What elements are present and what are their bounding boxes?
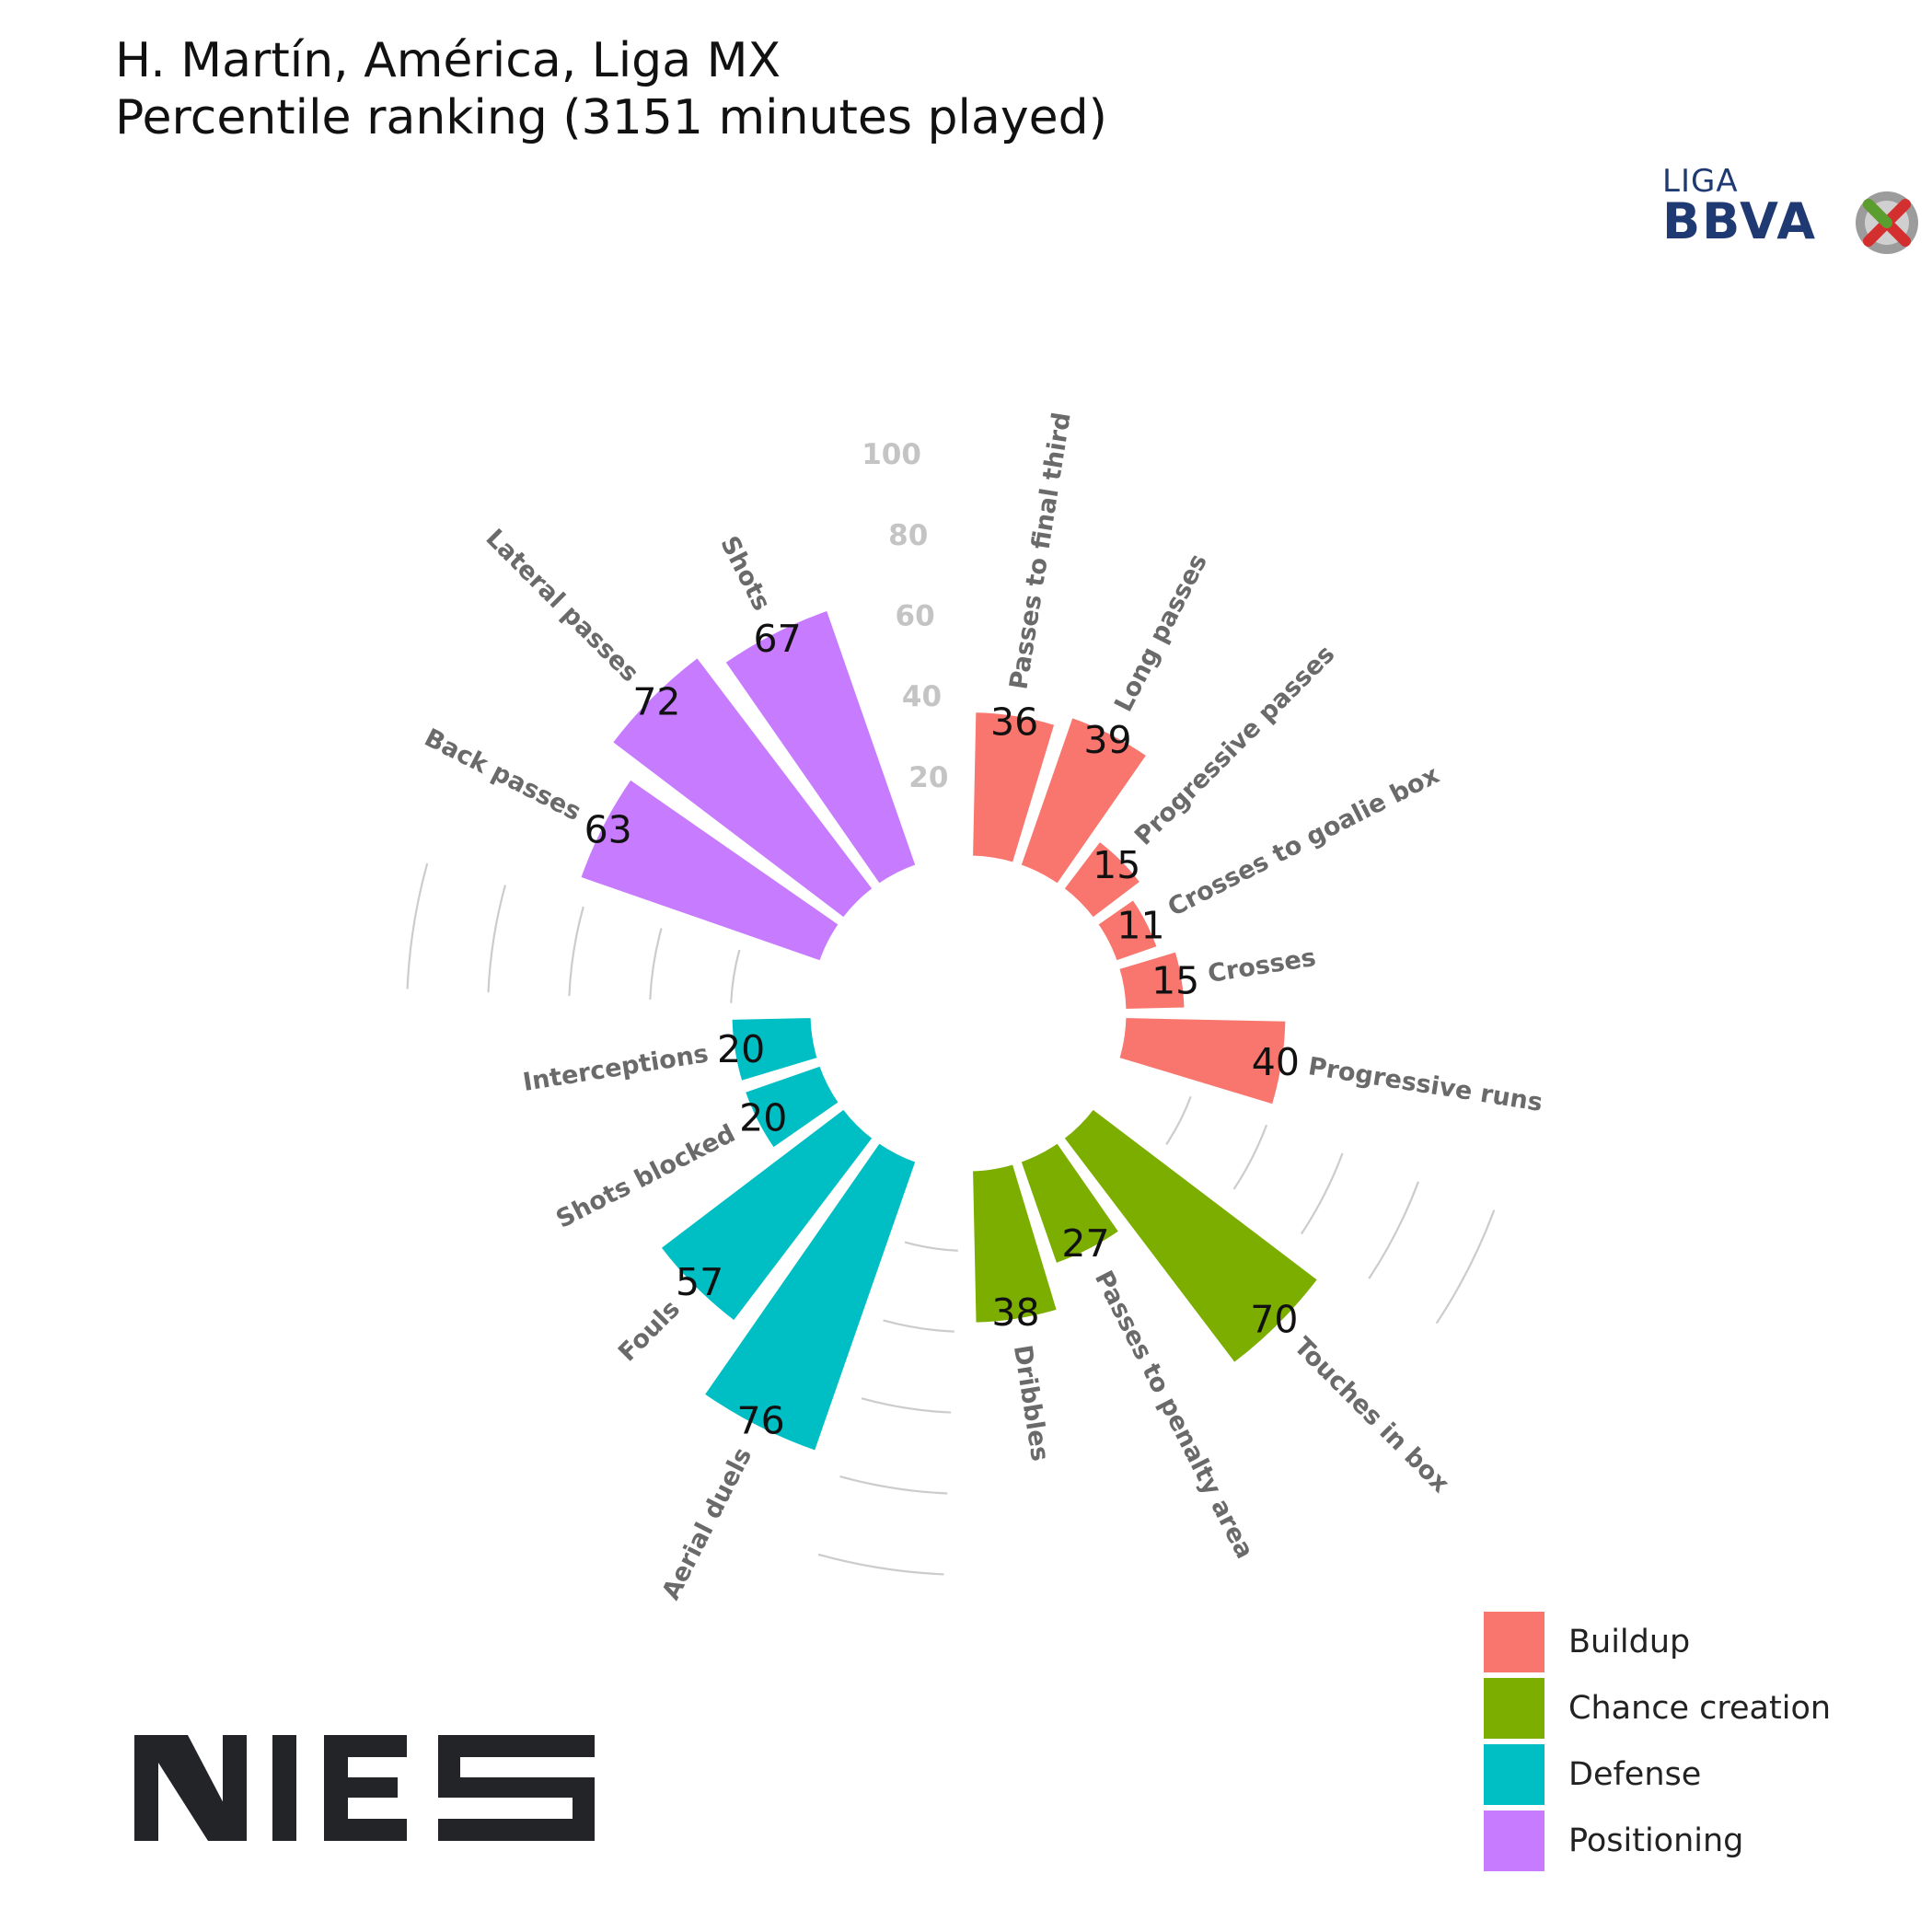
liga-mx-logo-icon: [1856, 191, 1918, 254]
value-label-passes-to-final-third: 36: [990, 700, 1038, 745]
bar-interceptions: [729, 1015, 821, 1084]
grid-arc: [904, 1241, 958, 1252]
category-label-long-passes: Long passes: [1109, 550, 1213, 716]
logo-liga-text: LIGA: [1662, 163, 1739, 200]
value-label-shots: 67: [754, 617, 802, 661]
category-label-shots: Shots: [714, 532, 776, 616]
value-label-fouls: 57: [676, 1260, 723, 1304]
liga-bbva-logo: LIGA BBVA: [1662, 166, 1817, 247]
bar-shots-blocked: [742, 1063, 842, 1151]
bar-touches-in-box: [1060, 1105, 1321, 1366]
category-label-progressive-runs: Progressive runs: [1306, 1052, 1544, 1117]
chart-title: H. Martín, América, Liga MX: [115, 33, 781, 88]
grid-arc: [568, 906, 584, 997]
value-label-back-passes: 63: [584, 808, 632, 852]
value-label-aerial-duels: 76: [737, 1398, 785, 1442]
grid-arc: [861, 1397, 952, 1414]
legend-swatch-positioning: [1484, 1811, 1544, 1871]
value-label-shots-blocked: 20: [739, 1095, 787, 1140]
category-label-crosses: Crosses: [1206, 943, 1318, 989]
bar-back-passes: [577, 776, 842, 964]
radial-tick-label: 20: [908, 761, 948, 794]
legend-item-buildup: Buildup: [1484, 1609, 1831, 1675]
legend-item-chance-creation: Chance creation: [1484, 1675, 1831, 1741]
category-label-dribbles: Dribbles: [1008, 1343, 1055, 1463]
grid-arcs: [406, 862, 1496, 1576]
legend-label: Defense: [1568, 1756, 1702, 1793]
legend-swatch-chance-creation: [1484, 1678, 1544, 1739]
bar-long-passes: [1018, 714, 1151, 887]
category-labels: Passes to final third Long passesProgress…: [420, 411, 1544, 1604]
value-label-crosses-to-goalie-box: 11: [1116, 903, 1164, 947]
legend-item-defense: Defense: [1484, 1741, 1831, 1808]
bar-shots: [722, 607, 920, 887]
grid-arc: [649, 928, 663, 1000]
legend-swatch-buildup: [1484, 1612, 1544, 1672]
category-label-fouls: Fouls: [613, 1295, 686, 1368]
grid-arc: [883, 1319, 954, 1333]
radial-tick-label: 80: [888, 519, 928, 552]
legend: Buildup Chance creation Defense Position…: [1484, 1609, 1831, 1874]
legend-label: Buildup: [1568, 1624, 1691, 1660]
grid-arc: [730, 949, 741, 1003]
bar-passes-to-penalty-area: [1018, 1140, 1122, 1267]
bar-lateral-passes: [609, 654, 876, 921]
legend-label: Chance creation: [1568, 1690, 1832, 1727]
value-label-progressive-passes: 15: [1093, 843, 1140, 887]
legend-swatch-defense: [1484, 1744, 1544, 1805]
grid-arc: [406, 862, 429, 989]
grid-arc: [839, 1475, 948, 1495]
category-label-passes-to-final-third: Passes to final third: [1004, 411, 1076, 691]
category-label-interceptions: Interceptions: [521, 1039, 711, 1096]
grid-arc: [1165, 1095, 1192, 1146]
chart-subtitle: Percentile ranking (3151 minutes played): [115, 90, 1107, 145]
value-labels: 36 39 15 11 15 40 70 27 38 76 57 20 20 63 72 67: [584, 617, 1300, 1442]
bar-fouls: [657, 1105, 876, 1325]
radial-tick-labels: 20 40 60 80 100: [862, 438, 948, 794]
nies-logo: [134, 1735, 595, 1841]
logo-bbva-text: BBVA: [1662, 192, 1818, 250]
radial-tick-label: 100: [862, 438, 921, 471]
bar-crosses: [1116, 948, 1187, 1012]
bar-progressive-runs: [1116, 1015, 1289, 1107]
value-label-touches-in-box: 70: [1250, 1297, 1298, 1341]
bar-dribbles: [970, 1161, 1060, 1325]
bar-passes-to-final-third: [970, 710, 1058, 866]
grid-arc: [817, 1553, 944, 1576]
category-label-back-passes: Back passes: [420, 723, 585, 827]
category-label-progressive-passes: Progressive passes: [1129, 640, 1340, 850]
value-label-crosses: 15: [1151, 958, 1199, 1002]
value-label-long-passes: 39: [1083, 718, 1131, 762]
value-label-passes-to-penalty-area: 27: [1061, 1221, 1109, 1266]
category-label-lateral-passes: Lateral passes: [480, 524, 644, 688]
legend-label: Positioning: [1568, 1822, 1744, 1859]
category-label-aerial-duels: Aerial duels: [656, 1443, 758, 1604]
bar-crosses-to-goalie-box: [1094, 897, 1161, 964]
value-label-progressive-runs: 40: [1252, 1040, 1300, 1084]
bars: [577, 607, 1321, 1454]
bar-aerial-duels: [701, 1140, 920, 1454]
grid-arc: [1300, 1152, 1344, 1235]
radial-tick-label: 40: [902, 680, 942, 713]
radial-tick-label: 60: [896, 600, 935, 633]
grid-arc: [1368, 1181, 1419, 1279]
grid-arc: [1232, 1124, 1268, 1190]
legend-item-positioning: Positioning: [1484, 1808, 1831, 1874]
grid-arc: [487, 885, 507, 993]
value-label-lateral-passes: 72: [632, 679, 680, 723]
value-label-interceptions: 20: [717, 1027, 765, 1071]
value-label-dribbles: 38: [991, 1290, 1039, 1335]
bar-progressive-passes: [1060, 838, 1144, 921]
category-label-touches-in-box: Touches in box: [1289, 1332, 1455, 1498]
grid-arc: [1435, 1209, 1496, 1325]
